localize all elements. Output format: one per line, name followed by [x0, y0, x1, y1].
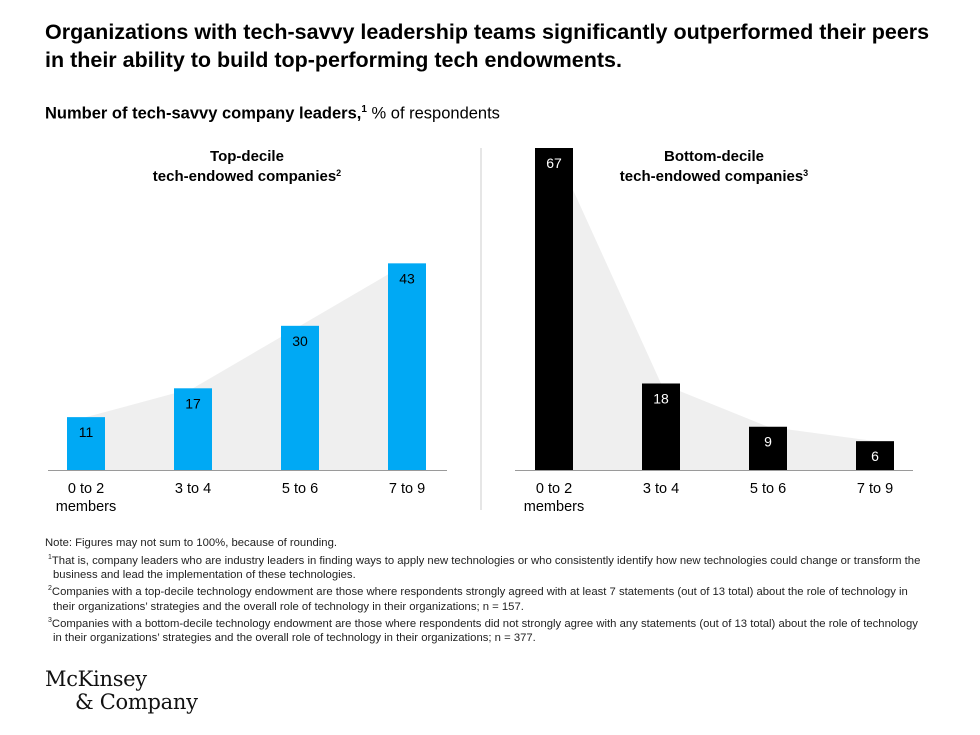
- value-label-p2-4: 6: [871, 448, 879, 464]
- subtitle-footnote-ref: 1: [361, 104, 367, 115]
- value-label-p2-3: 9: [764, 434, 772, 450]
- category-label-p2-3: 5 to 6: [750, 481, 786, 497]
- chart-subtitle: Number of tech-savvy company leaders,1 %…: [45, 104, 500, 124]
- footnote-2: 2Companies with a top-decile technology …: [48, 585, 908, 613]
- bar-p1-3: [281, 325, 319, 470]
- footnotes: Note: Figures may not sum to 100%, becau…: [45, 536, 925, 646]
- trend-area-2: [554, 148, 875, 470]
- panel-title-1: Top-decile tech-endowed companies2: [153, 148, 341, 185]
- value-label-p1-2: 17: [185, 395, 201, 411]
- subtitle-bold: Number of tech-savvy company leaders,: [45, 104, 362, 123]
- charts-area: Top-decile tech-endowed companies2 11 0 to …: [48, 148, 913, 515]
- value-label-p1-3: 30: [292, 333, 308, 349]
- trend-area-1: [86, 263, 407, 470]
- category-label-p2-4: 7 to 9: [857, 481, 893, 497]
- category-label-p2-1: 0 to 2 members: [524, 481, 584, 515]
- category-label-p1-3: 5 to 6: [282, 481, 318, 497]
- value-label-p2-2: 18: [653, 390, 669, 406]
- value-label-p1-4: 43: [399, 270, 415, 286]
- bar-p2-4: [856, 441, 894, 470]
- bar-p2-3: [749, 426, 787, 470]
- subtitle-unit: % of respondents: [366, 104, 500, 123]
- value-label-p2-1: 67: [546, 155, 562, 171]
- panel-title-2: Bottom-decile tech-endowed companies3: [620, 148, 808, 185]
- category-label-p2-2: 3 to 4: [643, 481, 679, 497]
- bar-p1-2: [174, 388, 212, 470]
- value-label-p1-1: 11: [79, 424, 94, 440]
- bar-p1-4: [388, 263, 426, 470]
- bar-p2-1: [535, 148, 573, 470]
- footnote-3: 3Companies with a bottom-decile technolo…: [48, 617, 918, 645]
- category-label-p1-2: 3 to 4: [175, 481, 211, 497]
- bar-p2-2: [642, 383, 680, 470]
- chart-title: Organizations with tech-savvy leadership…: [45, 20, 930, 72]
- rounding-note: Note: Figures may not sum to 100%, becau…: [45, 537, 337, 549]
- category-label-p1-4: 7 to 9: [389, 481, 425, 497]
- mckinsey-logo: McKinsey & Company: [45, 667, 198, 714]
- bar-p1-1: [67, 417, 105, 470]
- footnote-1: 1That is, company leaders who are indust…: [48, 553, 921, 581]
- category-label-p1-1: 0 to 2 members: [56, 481, 116, 515]
